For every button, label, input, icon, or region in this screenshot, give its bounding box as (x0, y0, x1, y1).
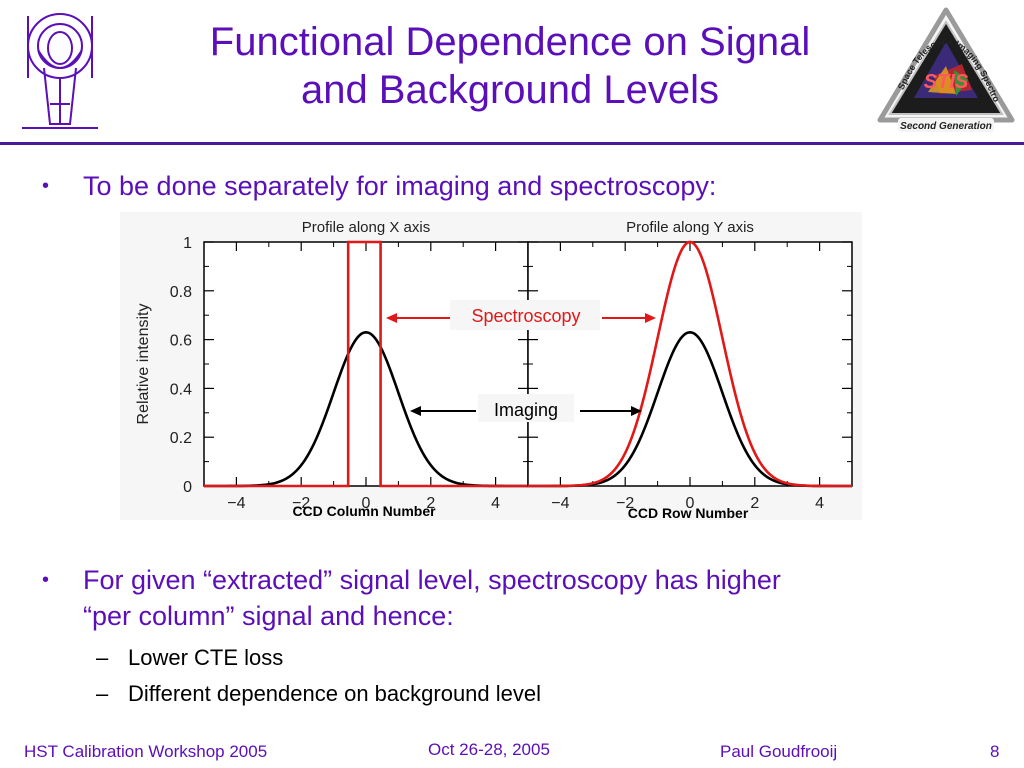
x-tick-label: 0 (362, 495, 371, 512)
sub-bullet-marker: – (96, 645, 109, 670)
panel-title: Profile along Y axis (626, 219, 754, 236)
y-tick-label: 0.4 (170, 381, 192, 398)
spectroscopy-series-line (528, 240, 852, 488)
plot-frame (203, 241, 529, 487)
x-axis-label-column: CCD Column Number (292, 503, 436, 519)
imaging-arrowhead-right (631, 406, 642, 416)
spectroscopy-label: Spectroscopy (471, 306, 580, 326)
profile-chart-svg: Profile along X axis −4 −2 0 2 4 0 0.2 0.4 0.6 0.8… (120, 212, 862, 521)
spectroscopy-label-bg (450, 300, 600, 330)
y-tick-label: 0.2 (170, 430, 192, 447)
spectroscopy-arrowhead-left (386, 313, 397, 323)
y-tick-label: 0 (183, 479, 192, 496)
sub-bullet-2-text: Different dependence on background level (128, 681, 542, 706)
spectroscopy-arrowhead-right (645, 313, 656, 323)
title-line-2: and Background Levels (300, 68, 720, 112)
sub-bullet-marker: – (96, 681, 109, 706)
spectroscopy-series-line (204, 240, 528, 488)
x-tick-label: −2 (616, 495, 634, 512)
x-tick-label: 2 (426, 495, 435, 512)
bullet-2-line-2: “per column” signal and hence: (83, 601, 454, 631)
y-axis-label: Relative intensity (135, 304, 152, 425)
bullet-marker: • (42, 175, 50, 197)
x-axis-label-row: CCD Row Number (628, 505, 749, 520)
y-tick-label: 1 (183, 235, 192, 252)
badge-bottom-text: Second Generation (900, 121, 992, 132)
footer-author: Paul Goudfrooij (720, 742, 838, 761)
bullet-1-text: To be done separately for imaging and sp… (83, 171, 717, 201)
plot-frame (527, 241, 853, 487)
sub-bullet-1-text: Lower CTE loss (128, 645, 284, 670)
imaging-label: Imaging (494, 400, 558, 420)
bullet-marker: • (42, 569, 50, 591)
stis-badge-logo: STIS Space Telescope Imaging Spectrograp… (873, 0, 1016, 141)
x-tick-label: −4 (551, 495, 569, 512)
panel-title: Profile along X axis (302, 219, 430, 236)
slide-title: Functional Dependence on Signal and Back… (150, 18, 870, 114)
title-line-1: Functional Dependence on Signal (209, 20, 811, 64)
y-tick-label: 0.8 (170, 284, 192, 301)
y-tick-label: 0.6 (170, 333, 192, 350)
x-tick-label: −2 (292, 495, 310, 512)
x-tick-label: 4 (491, 495, 500, 512)
x-tick-label: 0 (686, 495, 695, 512)
imaging-arrowhead-left (410, 406, 421, 416)
stsci-logo-graphic (22, 13, 98, 129)
title-divider (0, 142, 1024, 145)
x-tick-label: −4 (227, 495, 245, 512)
footer-event: HST Calibration Workshop 2005 (24, 742, 268, 761)
footer-date: Oct 26-28, 2005 (428, 740, 550, 759)
stsci-logo (14, 8, 106, 137)
bullet-2-line-1: For given “extracted” signal level, spec… (83, 565, 781, 595)
badge-center-text: STIS (924, 71, 969, 93)
profile-chart: Profile along X axis −4 −2 0 2 4 0 0.2 0.4 0.6 0.8… (120, 212, 862, 521)
x-tick-label: 4 (815, 495, 824, 512)
x-tick-label: 2 (750, 495, 759, 512)
imaging-label-bg (478, 394, 574, 422)
footer-page-number: 8 (990, 742, 1000, 761)
